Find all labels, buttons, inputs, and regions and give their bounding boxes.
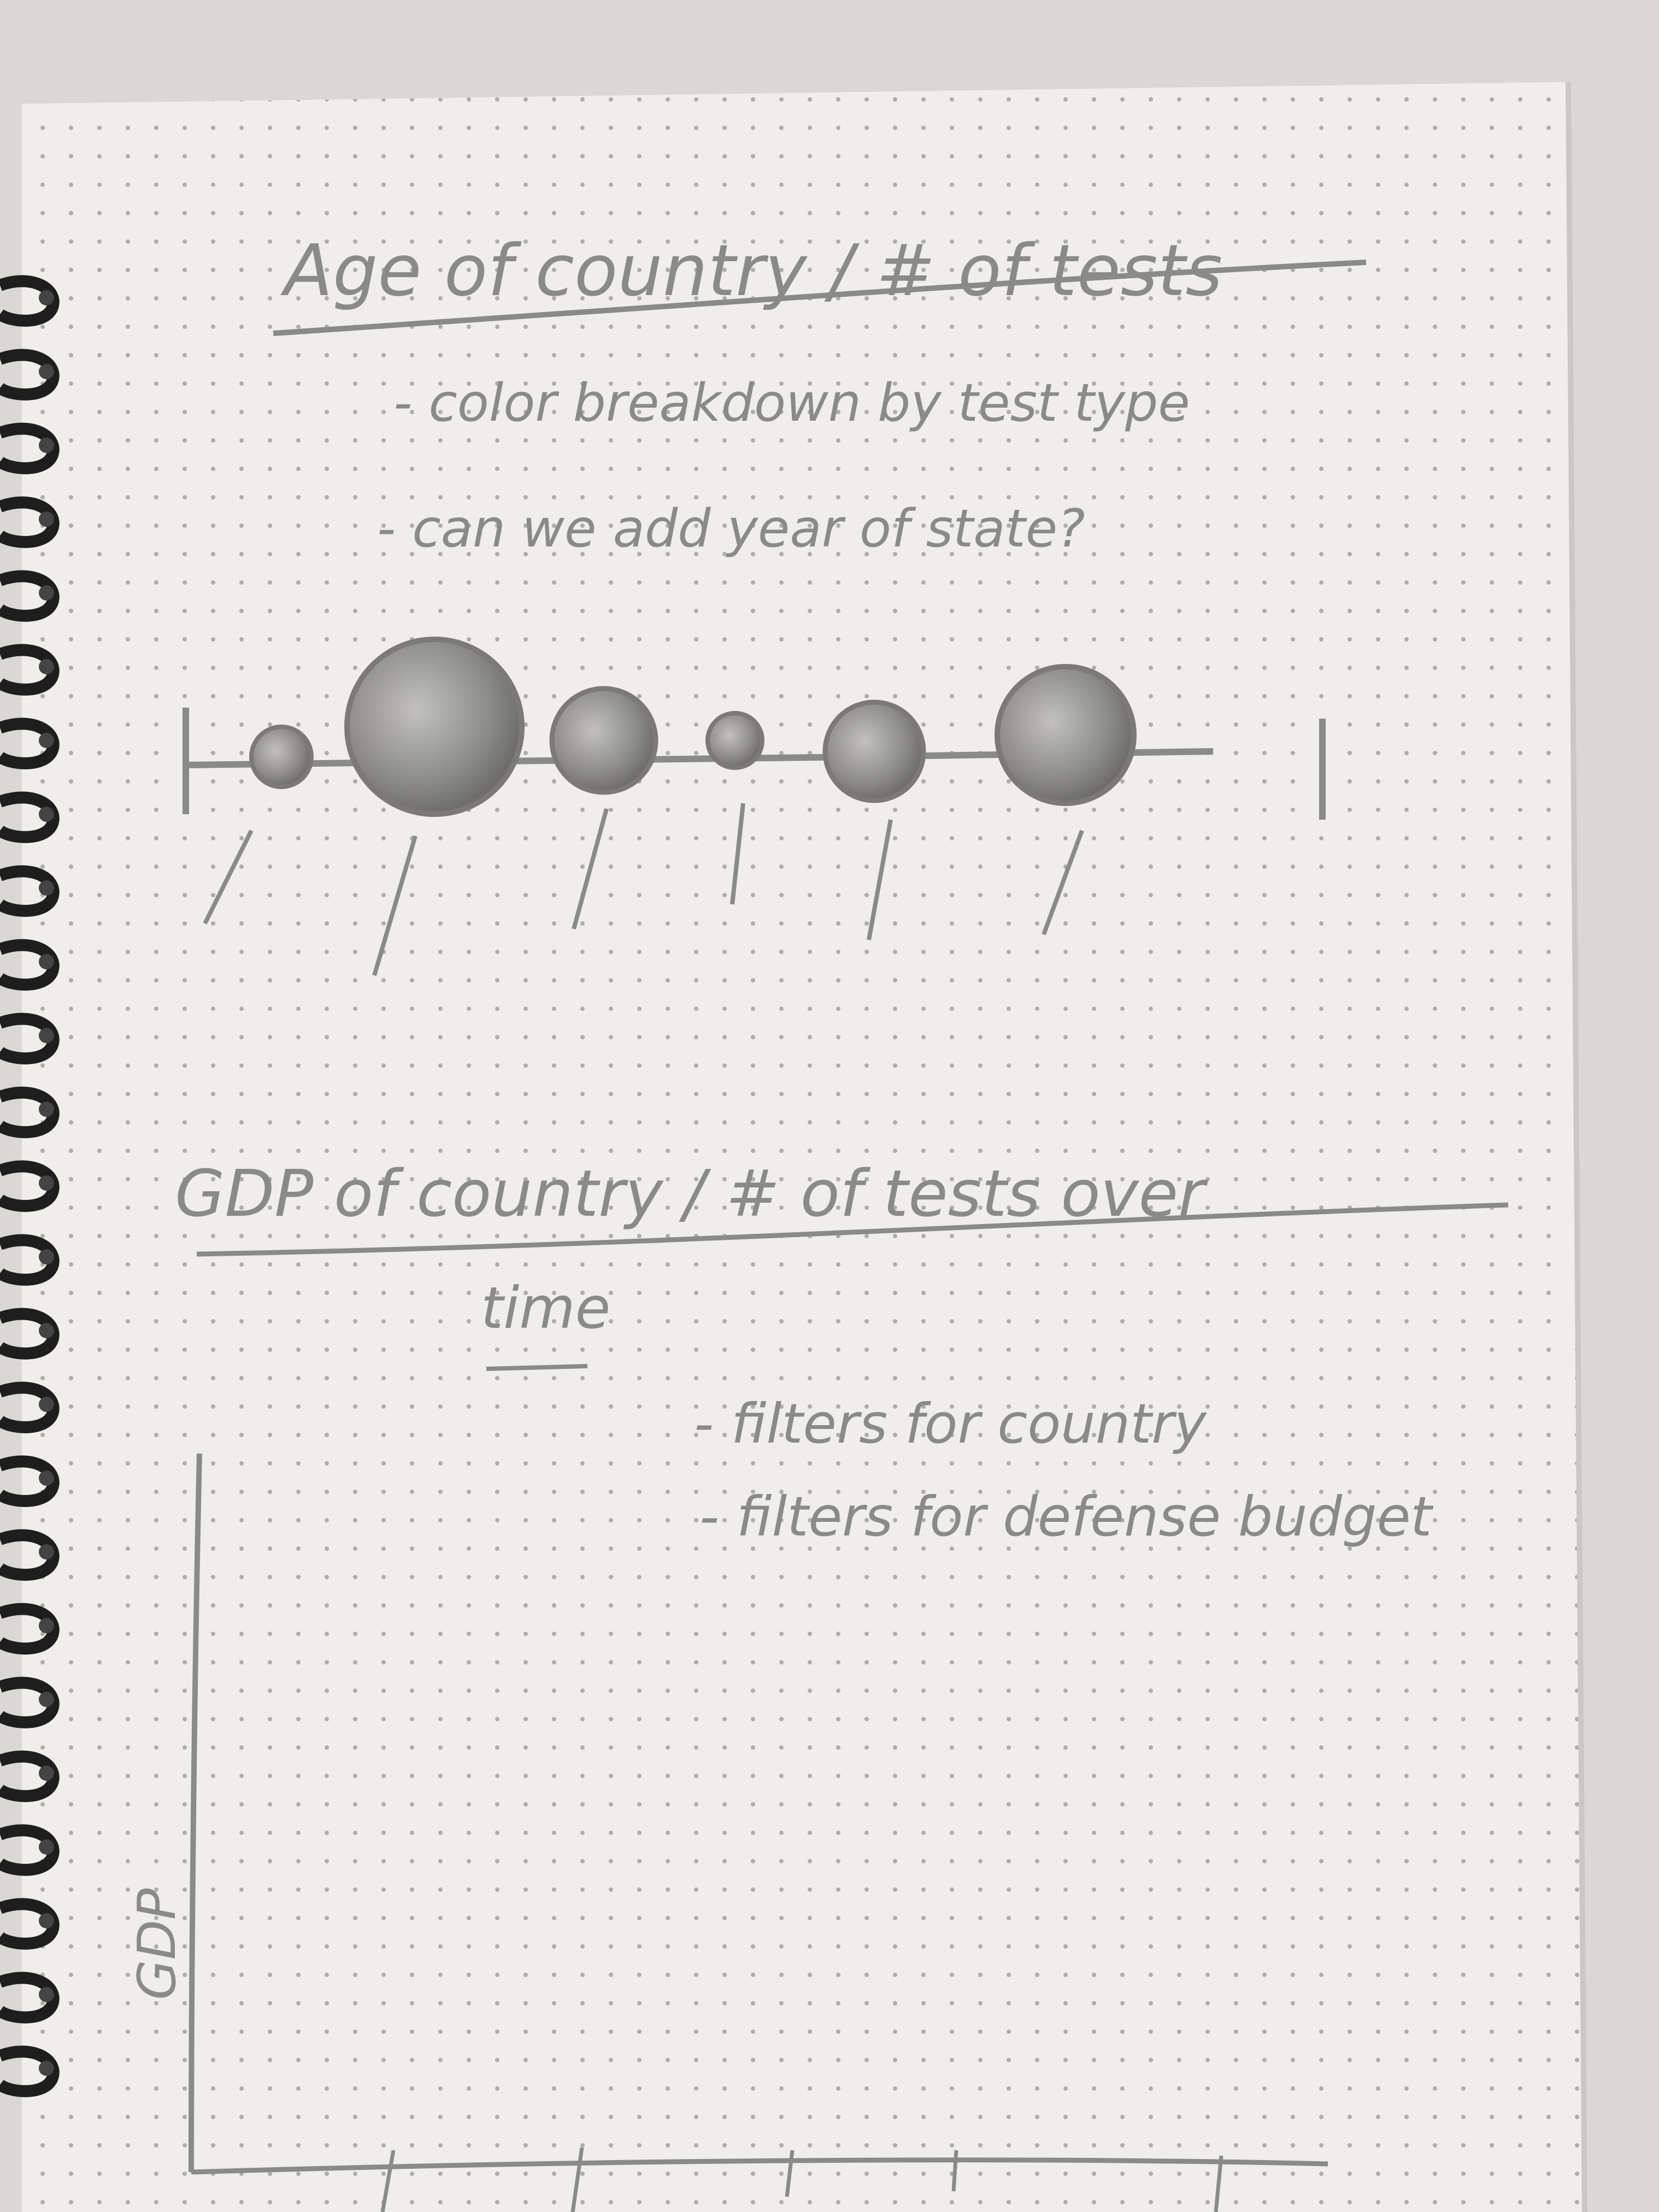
sketch-1: Age of country / # of tests - color brea… bbox=[183, 229, 1367, 976]
spiral-ring bbox=[0, 865, 60, 917]
sketch2-note-1: - filters for country bbox=[694, 1392, 1208, 1456]
x-axis bbox=[191, 2157, 1328, 2175]
gdp-chart-sketch: GDP bbox=[127, 1453, 1328, 2212]
bubble-2 bbox=[344, 637, 525, 817]
sketch2-title-line1: GDP of country / # of tests over bbox=[175, 1156, 1208, 1231]
bubble-3 bbox=[549, 686, 658, 795]
spiral-ring bbox=[0, 422, 60, 474]
spiral-hole bbox=[39, 1175, 54, 1191]
spiral-ring bbox=[0, 644, 60, 696]
spiral-hole bbox=[39, 1692, 54, 1707]
spiral-ring bbox=[0, 791, 60, 843]
spiral-hole bbox=[39, 1249, 54, 1264]
notebook-page bbox=[22, 81, 1587, 2212]
spiral-hole bbox=[39, 733, 54, 748]
spiral-ring bbox=[0, 275, 60, 327]
spiral-hole bbox=[39, 1323, 54, 1338]
spiral-ring bbox=[0, 1086, 60, 1138]
spiral-hole bbox=[39, 1102, 54, 1117]
spiral-hole bbox=[39, 1028, 54, 1043]
spiral-ring bbox=[0, 1381, 60, 1433]
spiral-hole bbox=[39, 511, 54, 527]
spiral-hole bbox=[39, 290, 54, 305]
spiral-ring bbox=[0, 1308, 60, 1360]
sketch-2: GDP of country / # of tests over time - … bbox=[127, 1156, 1509, 2212]
spiral-hole bbox=[39, 659, 54, 674]
spiral-ring bbox=[0, 2045, 60, 2097]
spiral-binding bbox=[0, 275, 60, 2097]
spiral-hole bbox=[39, 1544, 54, 1560]
spiral-ring bbox=[0, 1160, 60, 1212]
spiral-ring bbox=[0, 349, 60, 401]
spiral-hole bbox=[39, 1618, 54, 1633]
spiral-hole bbox=[39, 954, 54, 969]
spiral-ring bbox=[0, 717, 60, 769]
spiral-hole bbox=[39, 880, 54, 896]
sketch2-time-underline bbox=[486, 1364, 588, 1371]
spiral-ring bbox=[0, 1824, 60, 1876]
spiral-hole bbox=[39, 1839, 54, 1855]
sketch1-note-2: - can we add year of state? bbox=[377, 499, 1085, 559]
spiral-ring bbox=[0, 496, 60, 548]
spiral-ring bbox=[0, 1898, 60, 1950]
spiral-ring bbox=[0, 1013, 60, 1064]
bubble-1 bbox=[249, 725, 314, 789]
bubble-6 bbox=[995, 664, 1137, 806]
spiral-hole bbox=[39, 1766, 54, 1781]
spiral-hole bbox=[39, 1987, 54, 2002]
spiral-ring bbox=[0, 939, 60, 991]
sketch2-note-2: - filters for defense budget bbox=[699, 1485, 1434, 1549]
spiral-hole bbox=[39, 2061, 54, 2076]
y-axis bbox=[189, 1453, 202, 2173]
spiral-ring bbox=[0, 1455, 60, 1507]
spiral-hole bbox=[39, 1397, 54, 1412]
sketch2-title-underline bbox=[196, 1202, 1509, 1257]
spiral-ring bbox=[0, 1234, 60, 1286]
y-axis-label: GDP bbox=[127, 1888, 187, 2000]
timeline-sketch bbox=[183, 637, 1326, 976]
spiral-hole bbox=[39, 1470, 54, 1486]
spiral-hole bbox=[39, 585, 54, 601]
bubble-4 bbox=[705, 711, 764, 770]
sketch1-note-1: - color breakdown by test type bbox=[393, 373, 1190, 433]
spiral-hole bbox=[39, 438, 54, 453]
sketch2-title-line2: time bbox=[481, 1275, 610, 1342]
spiral-hole bbox=[39, 1913, 54, 1928]
spiral-hole bbox=[39, 364, 54, 379]
sketch1-title-underline bbox=[273, 260, 1367, 336]
bubble-5 bbox=[822, 699, 926, 803]
spiral-hole bbox=[39, 807, 54, 822]
spiral-ring bbox=[0, 570, 60, 622]
spiral-ring bbox=[0, 1603, 60, 1655]
spiral-ring bbox=[0, 1529, 60, 1581]
spiral-ring bbox=[0, 1750, 60, 1802]
spiral-ring bbox=[0, 1972, 60, 2023]
spiral-ring bbox=[0, 1676, 60, 1728]
